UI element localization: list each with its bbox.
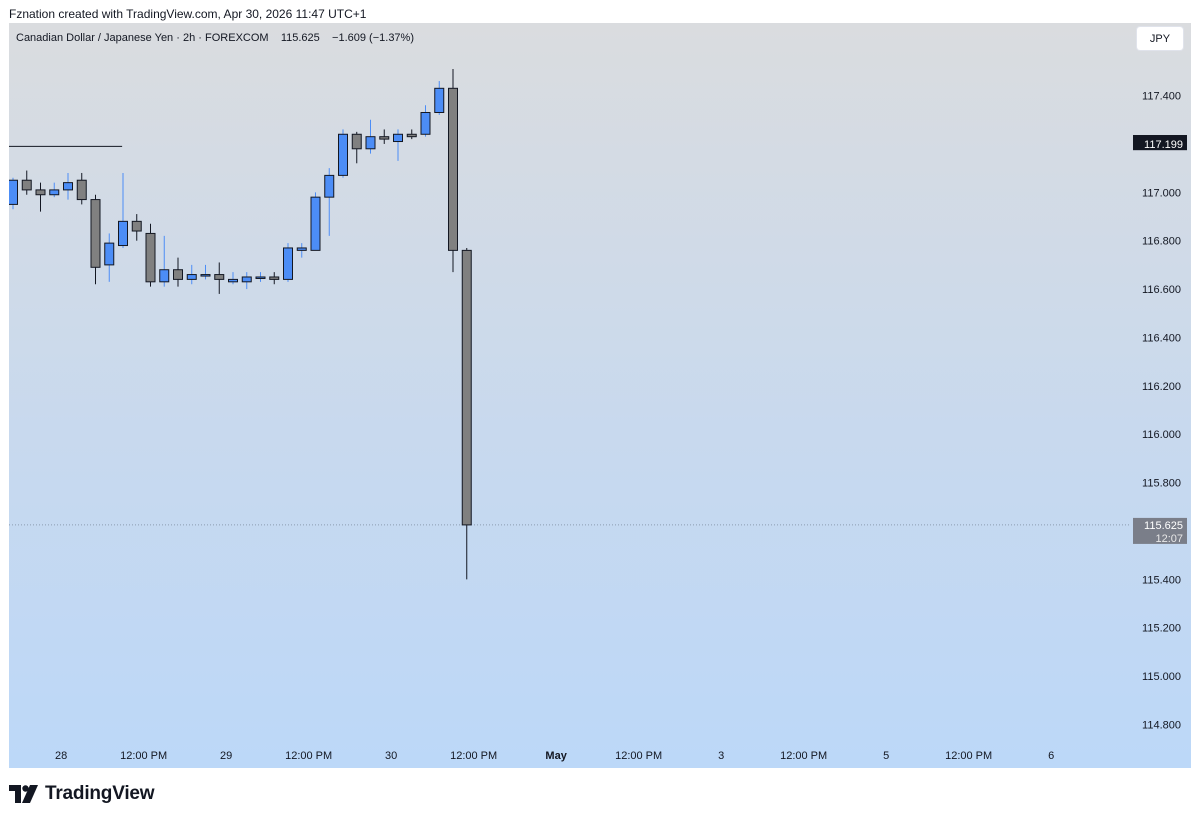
candle-body [145, 232, 156, 283]
legend-interval: 2h [182, 32, 196, 44]
x-tick-label: 12:00 PM [450, 750, 497, 762]
price-label-box [1133, 137, 1187, 151]
x-tick-label: 3 [718, 750, 724, 762]
candle-body [104, 242, 115, 266]
candle-body [186, 274, 197, 280]
y-tick-label: 114.800 [1142, 719, 1181, 731]
x-tick-label: 29 [220, 750, 232, 762]
candle-body [49, 189, 60, 196]
y-tick-label: 116.200 [1142, 381, 1181, 393]
y-tick-label: 116.600 [1142, 284, 1181, 296]
candle-body [228, 278, 238, 283]
candle-body [173, 269, 183, 280]
x-tick-label: 28 [55, 750, 67, 762]
candle-body [406, 133, 417, 138]
candle-body [90, 199, 101, 268]
candle-body [131, 220, 142, 232]
chart-area[interactable]: Canadian Dollar / Japanese Yen · 2h · FO… [9, 23, 1191, 768]
x-tick-label: 12:00 PM [615, 750, 662, 762]
y-tick-label: 116.800 [1142, 236, 1181, 248]
candle-body [200, 274, 211, 277]
price-label-countdown: 12:07 [1155, 533, 1183, 545]
candle-body [338, 133, 348, 176]
candle-body [324, 174, 335, 198]
legend-exchange: FOREXCOM [205, 32, 269, 44]
x-tick-label: 12:00 PM [120, 750, 167, 762]
candle-body [448, 87, 458, 251]
currency-button[interactable]: JPY [1137, 27, 1183, 50]
candle-body [255, 276, 266, 279]
x-tick-label: 30 [385, 750, 397, 762]
x-tick-label: 5 [883, 750, 889, 762]
candle-body [283, 247, 293, 280]
brand-name: TradingView [45, 783, 155, 804]
chart-credit: Fznation created with TradingView.com, A… [9, 7, 367, 21]
y-tick-label: 117.000 [1142, 187, 1181, 199]
y-tick-label: 115.200 [1142, 623, 1181, 635]
candle-body [461, 249, 472, 526]
x-tick-label: 12:00 PM [945, 750, 992, 762]
candle-body [214, 274, 225, 280]
candle-body [434, 87, 445, 113]
x-tick-label: 12:00 PM [285, 750, 332, 762]
candle-body [241, 276, 252, 283]
y-tick-label: 115.000 [1142, 671, 1181, 683]
candle-body [379, 136, 390, 140]
legend-symbol: Canadian Dollar / Japanese Yen [16, 32, 174, 44]
symbol-legend: Canadian Dollar / Japanese Yen · 2h · FO… [16, 32, 414, 44]
tradingview-logo-icon [9, 785, 38, 803]
candle-body [21, 179, 32, 191]
candle-body [63, 182, 73, 191]
legend-change: −1.609 (−1.37%) [332, 32, 414, 44]
price-label: 115.625 [1144, 520, 1183, 532]
y-tick-label: 116.000 [1142, 429, 1181, 441]
candle-body [35, 189, 46, 196]
candlestick-chart: 117.400 117.000 116.800 116.600 116.400 116.2… [9, 68, 1187, 762]
price-label: 117.199 [1144, 139, 1183, 151]
candle-body [310, 196, 321, 251]
y-tick-label: 116.400 [1142, 332, 1181, 344]
candle-body [118, 220, 128, 247]
candle-body [365, 136, 376, 150]
candle-body [351, 133, 362, 150]
x-tick-label: May [545, 750, 567, 762]
candle-body [76, 179, 87, 201]
candle-body [9, 179, 18, 205]
y-tick-label: 115.800 [1142, 478, 1181, 490]
candle-body [159, 269, 170, 283]
price-label-box [1133, 517, 1187, 544]
tradingview-logo[interactable]: TradingView [9, 781, 155, 807]
candle-body [420, 111, 431, 135]
y-tick-label: 117.400 [1142, 91, 1181, 103]
y-tick-label: 115.400 [1142, 574, 1181, 586]
x-tick-label: 12:00 PM [780, 750, 827, 762]
legend-price: 115.625 [280, 32, 320, 44]
x-tick-label: 6 [1048, 750, 1054, 762]
candle-body [393, 133, 403, 143]
candle-body [269, 276, 280, 280]
candle-body [296, 247, 307, 251]
